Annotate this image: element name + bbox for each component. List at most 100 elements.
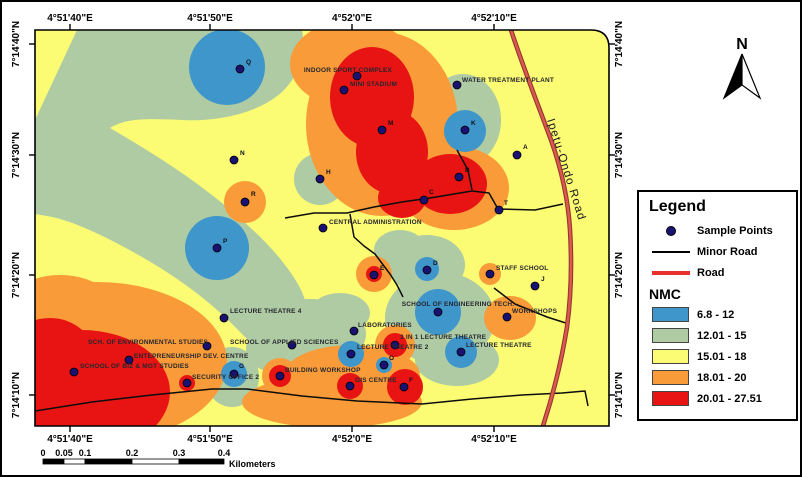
place-label: SCHOOL OF BIZ & MGT STUDIES [80, 363, 189, 370]
point-letter-label: B [465, 167, 470, 174]
place-label: WATER TREATMENT PLANT [462, 77, 554, 84]
legend-row-minor-road: Minor Road [649, 241, 788, 262]
sample-point [390, 340, 400, 350]
sample-point [456, 347, 466, 357]
place-label: SECURITY OFFICE 2 [192, 374, 259, 381]
point-letter-label: H [326, 169, 331, 176]
scalebar-number: 0 [40, 448, 45, 458]
coordinate-label: 7°14'20"N [11, 252, 22, 298]
place-label: SCHOOL OF ENGINEERING TECH. [402, 301, 515, 308]
nmc-region-red [413, 154, 487, 214]
legend: Legend Sample Points Minor Road Road NMC… [637, 190, 798, 421]
sample-point [369, 270, 379, 280]
minor-road [35, 388, 589, 412]
north-arrow-label: N [736, 36, 748, 53]
sample-point [494, 205, 504, 215]
sample-point [235, 64, 245, 74]
place-label: LECTURE THEATRE [466, 342, 532, 349]
minor-road [284, 190, 473, 219]
sample-point [212, 243, 222, 253]
sample-point [275, 371, 285, 381]
point-letter-label: O [389, 355, 394, 362]
road-line-icon [652, 270, 690, 275]
coordinate-label: 4°52'0"E [332, 434, 372, 445]
scalebar-segment [131, 458, 180, 465]
north-arrow: N [722, 36, 762, 100]
legend-label: 20.01 - 27.51 [697, 392, 762, 405]
legend-class-row: 12.01 - 15 [649, 325, 788, 346]
point-letter-label: C [429, 189, 434, 196]
point-letter-label: T [504, 200, 508, 207]
class-swatch [652, 328, 689, 343]
sample-point [124, 355, 134, 365]
legend-label: 6.8 - 12 [697, 308, 735, 321]
sample-point [433, 307, 443, 317]
legend-class-row: 20.01 - 27.51 [649, 388, 788, 409]
coordinate-label: 4°51'50"E [187, 434, 233, 445]
place-label: STAFF SCHOOL [496, 265, 548, 272]
legend-class-row: 15.01 - 18 [649, 346, 788, 367]
place-label: BUILDING WORKSHOP [285, 367, 361, 374]
scalebar-segment [84, 458, 133, 465]
sample-point [287, 340, 297, 350]
coordinate-label: 4°51'40"E [47, 13, 93, 24]
sample-point [485, 269, 495, 279]
nmc-region-red [378, 178, 426, 218]
legend-row-road: Road [649, 262, 788, 283]
point-letter-label: G [239, 363, 244, 370]
sample-point [419, 195, 429, 205]
point-letter-label: P [223, 238, 228, 245]
map-decorations: 4°51'40"E 4°51'50"E 4°52'0"E 4°52'10"E 4°51'… [11, 13, 625, 469]
scalebar-number: 0.1 [79, 448, 92, 458]
point-letter-label: N [240, 150, 245, 157]
sample-point [339, 85, 349, 95]
road-ipetu-ondo [509, 30, 573, 426]
scalebar-number: 0.4 [218, 448, 231, 458]
sample-point [219, 313, 229, 323]
legend-label: 15.01 - 18 [697, 350, 747, 363]
coordinate-label: 4°51'50"E [187, 13, 233, 24]
minor-road [493, 287, 570, 325]
sample-point [345, 381, 355, 391]
legend-title: Legend [649, 198, 706, 215]
place-label: LECTURE THEATRE 4 [230, 308, 302, 315]
legend-class-row: 6.8 - 12 [649, 304, 788, 325]
nmc-region-blue [189, 30, 265, 105]
nmc-region-red [356, 110, 428, 194]
place-label: CENTRAL ADMINISTRATION [329, 219, 422, 226]
point-letter-label: M [388, 120, 393, 127]
sample-point [182, 378, 192, 388]
sample-point [349, 326, 359, 336]
minor-road [349, 213, 404, 298]
place-label: WORKSHOPS [512, 308, 558, 315]
legend-label: 12.01 - 15 [697, 329, 747, 342]
place-label: SCHOOL OF APPLIED SCIENCES [230, 339, 339, 346]
sample-point-icon [666, 225, 676, 236]
coordinate-label: 7°14'10"N [614, 372, 625, 418]
minor-road [456, 149, 473, 191]
place-label: ENTEPRENEURSHIP DEV. CENTRE [134, 353, 249, 360]
class-swatch [652, 391, 689, 406]
sample-point [318, 223, 328, 233]
point-letter-label: A [523, 144, 528, 151]
place-label: LABORATORIES [358, 322, 412, 329]
scalebar-number: 0.3 [173, 448, 186, 458]
legend-label: Minor Road [697, 245, 758, 258]
legend-label: Road [697, 266, 725, 279]
point-letter-label: R [251, 191, 256, 198]
legend-row-sample-points: Sample Points [649, 220, 788, 241]
legend-label: Sample Points [697, 224, 773, 237]
point-letter-label: F [409, 377, 413, 384]
place-label: MINI STADIUM [350, 81, 397, 88]
place-label: 3 IN 1 LECTURE THEATRE [400, 334, 487, 341]
coordinate-label: 7°14'40"N [614, 21, 625, 67]
coordinate-label: 7°14'30"N [614, 132, 625, 178]
place-label: INDOOR SPORT COMPLEX [304, 67, 393, 74]
scalebar-number: 0.05 [55, 448, 73, 458]
sample-point [315, 174, 325, 184]
class-swatch [652, 370, 689, 385]
place-label: SCH. OF ENVIRONMENTAL STUDIES [88, 339, 209, 346]
nmc-region-red [35, 318, 96, 402]
